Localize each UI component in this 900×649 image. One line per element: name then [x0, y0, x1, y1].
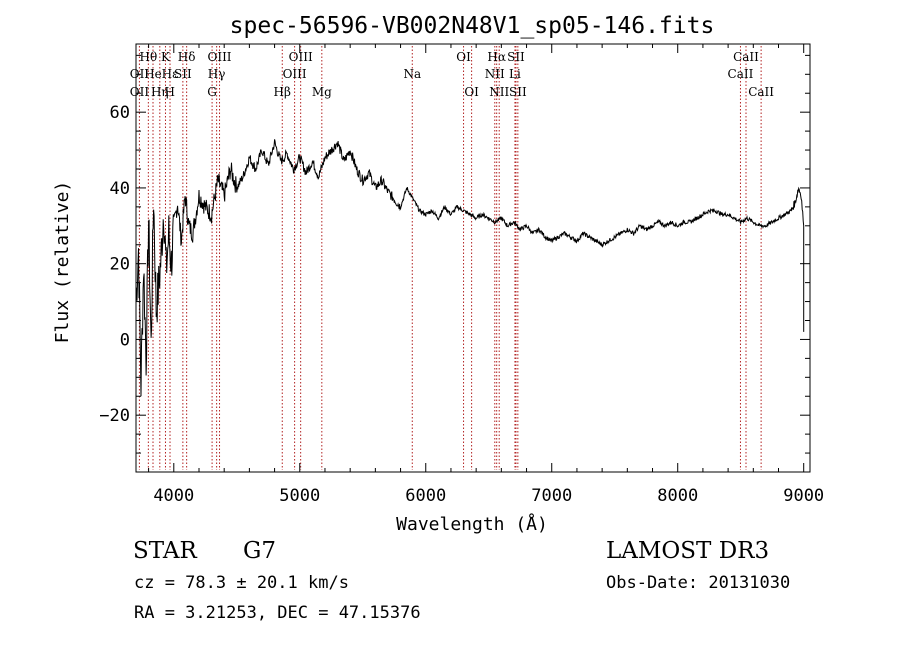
line-marker-label: G	[207, 85, 217, 99]
line-marker-label: Mg	[312, 85, 332, 99]
line-marker-label: SII	[507, 50, 525, 64]
line-marker-label: OI	[464, 85, 479, 99]
observation-date: Obs-Date: 20131030	[606, 573, 791, 593]
line-marker-label: OIII	[207, 50, 231, 64]
line-marker-label: CaII	[733, 50, 759, 64]
line-marker-label: H	[165, 85, 175, 99]
line-marker-label: Hδ	[178, 50, 196, 64]
y-axis: −20 0 20 40 60	[99, 54, 810, 454]
line-marker-label: Hβ	[274, 85, 291, 99]
line-marker-label: Hη	[151, 85, 169, 99]
x-tick-label: 7000	[531, 486, 572, 506]
line-marker-label: He	[144, 67, 162, 81]
x-tick-label: 6000	[405, 486, 446, 506]
line-marker-label: CaII	[728, 67, 754, 81]
plot-frame	[135, 43, 811, 473]
survey-name: LAMOST DR3	[606, 538, 770, 564]
x-tick-label: 4000	[153, 486, 194, 506]
y-tick-label: −20	[99, 406, 130, 426]
x-tick-label: 9000	[783, 486, 824, 506]
line-marker-label: OII	[130, 85, 150, 99]
x-axis-label: Wavelength (Å)	[396, 513, 548, 535]
line-marker-label: OIII	[283, 67, 307, 81]
line-marker-label: Hα	[487, 50, 506, 64]
line-marker-label: CaII	[748, 85, 774, 99]
line-markers	[138, 46, 762, 470]
line-marker-label: Li	[509, 67, 521, 81]
redshift-velocity: cz = 78.3 ± 20.1 km/s	[134, 573, 349, 593]
object-subclass: G7	[243, 538, 277, 564]
line-marker-label: SII	[174, 67, 192, 81]
line-marker-label: K	[161, 50, 171, 64]
x-axis: 4000 5000 6000 7000 8000 9000	[148, 44, 824, 506]
object-class: STAR	[133, 538, 197, 564]
x-tick-label: 8000	[657, 486, 698, 506]
y-tick-label: 40	[110, 179, 130, 199]
chart-title: spec-56596-VB002N48V1_sp05-146.fits	[230, 13, 715, 39]
line-marker-label: Hθ	[139, 50, 157, 64]
y-tick-label: 20	[110, 255, 130, 275]
line-marker-label: Hε	[162, 67, 179, 81]
y-tick-label: 0	[120, 330, 130, 350]
coordinates: RA = 3.21253, DEC = 47.15376	[134, 603, 421, 623]
y-axis-label: Flux (relative)	[52, 181, 73, 344]
line-marker-label: NII	[485, 67, 505, 81]
line-marker-label: OIII	[289, 50, 313, 64]
series-flux-line	[135, 139, 805, 397]
line-marker-label: Na	[403, 67, 421, 81]
line-marker-label: NII	[489, 85, 509, 99]
line-marker-label: OI	[456, 50, 471, 64]
y-tick-label: 60	[110, 103, 130, 123]
line-marker-label: SII	[509, 85, 527, 99]
x-tick-label: 5000	[279, 486, 320, 506]
line-marker-label: Hγ	[208, 67, 226, 81]
